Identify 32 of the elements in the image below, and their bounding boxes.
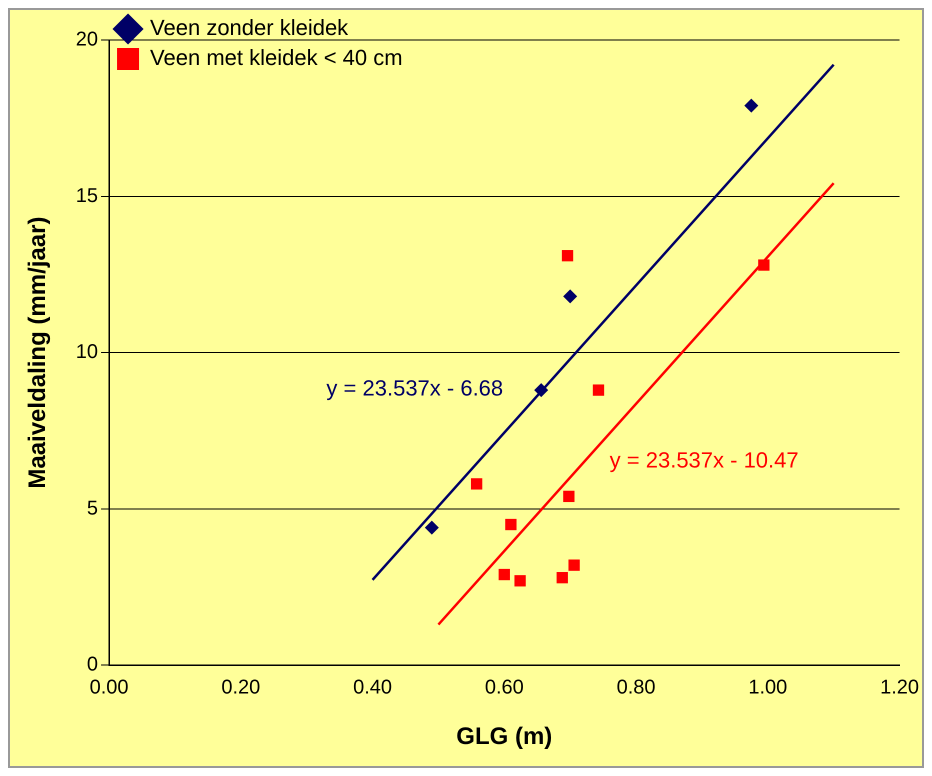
legend-label: Veen met kleidek < 40 cm <box>150 45 403 70</box>
y-tick-label: 0 <box>86 654 98 676</box>
point <box>758 259 770 271</box>
x-tick-label: 0.60 <box>484 676 524 699</box>
point <box>470 478 482 490</box>
point <box>534 383 548 398</box>
x-tick-label: 0.40 <box>353 676 392 699</box>
y-tick-label: 10 <box>76 341 98 364</box>
x-tick-label: 0.00 <box>90 676 129 699</box>
point <box>424 520 439 535</box>
point <box>562 250 574 262</box>
x-tick-label: 1.20 <box>880 676 920 699</box>
point <box>556 572 568 584</box>
point <box>514 575 526 586</box>
x-tick-label: 1.00 <box>748 676 788 699</box>
point <box>563 490 575 502</box>
point <box>498 568 510 580</box>
point <box>592 384 604 396</box>
y-tick-label: 20 <box>76 28 98 51</box>
point <box>568 560 580 571</box>
x-axis-title: GLG (m) <box>456 723 552 750</box>
point <box>563 289 578 304</box>
y-tick-label: 15 <box>76 184 98 207</box>
x-tick-label: 0.80 <box>616 676 656 699</box>
y-axis-title: Maaiveldaling (mm/jaar) <box>24 216 52 489</box>
point <box>744 98 758 113</box>
y-tick-label: 5 <box>86 497 98 520</box>
x-tick-label: 0.20 <box>221 676 260 699</box>
legend-label: Veen zonder kleidek <box>150 15 350 40</box>
point <box>505 518 517 530</box>
annotation: y = 23.537x - 10.47 <box>610 447 799 472</box>
annotation: y = 23.537x - 6.68 <box>326 375 504 400</box>
